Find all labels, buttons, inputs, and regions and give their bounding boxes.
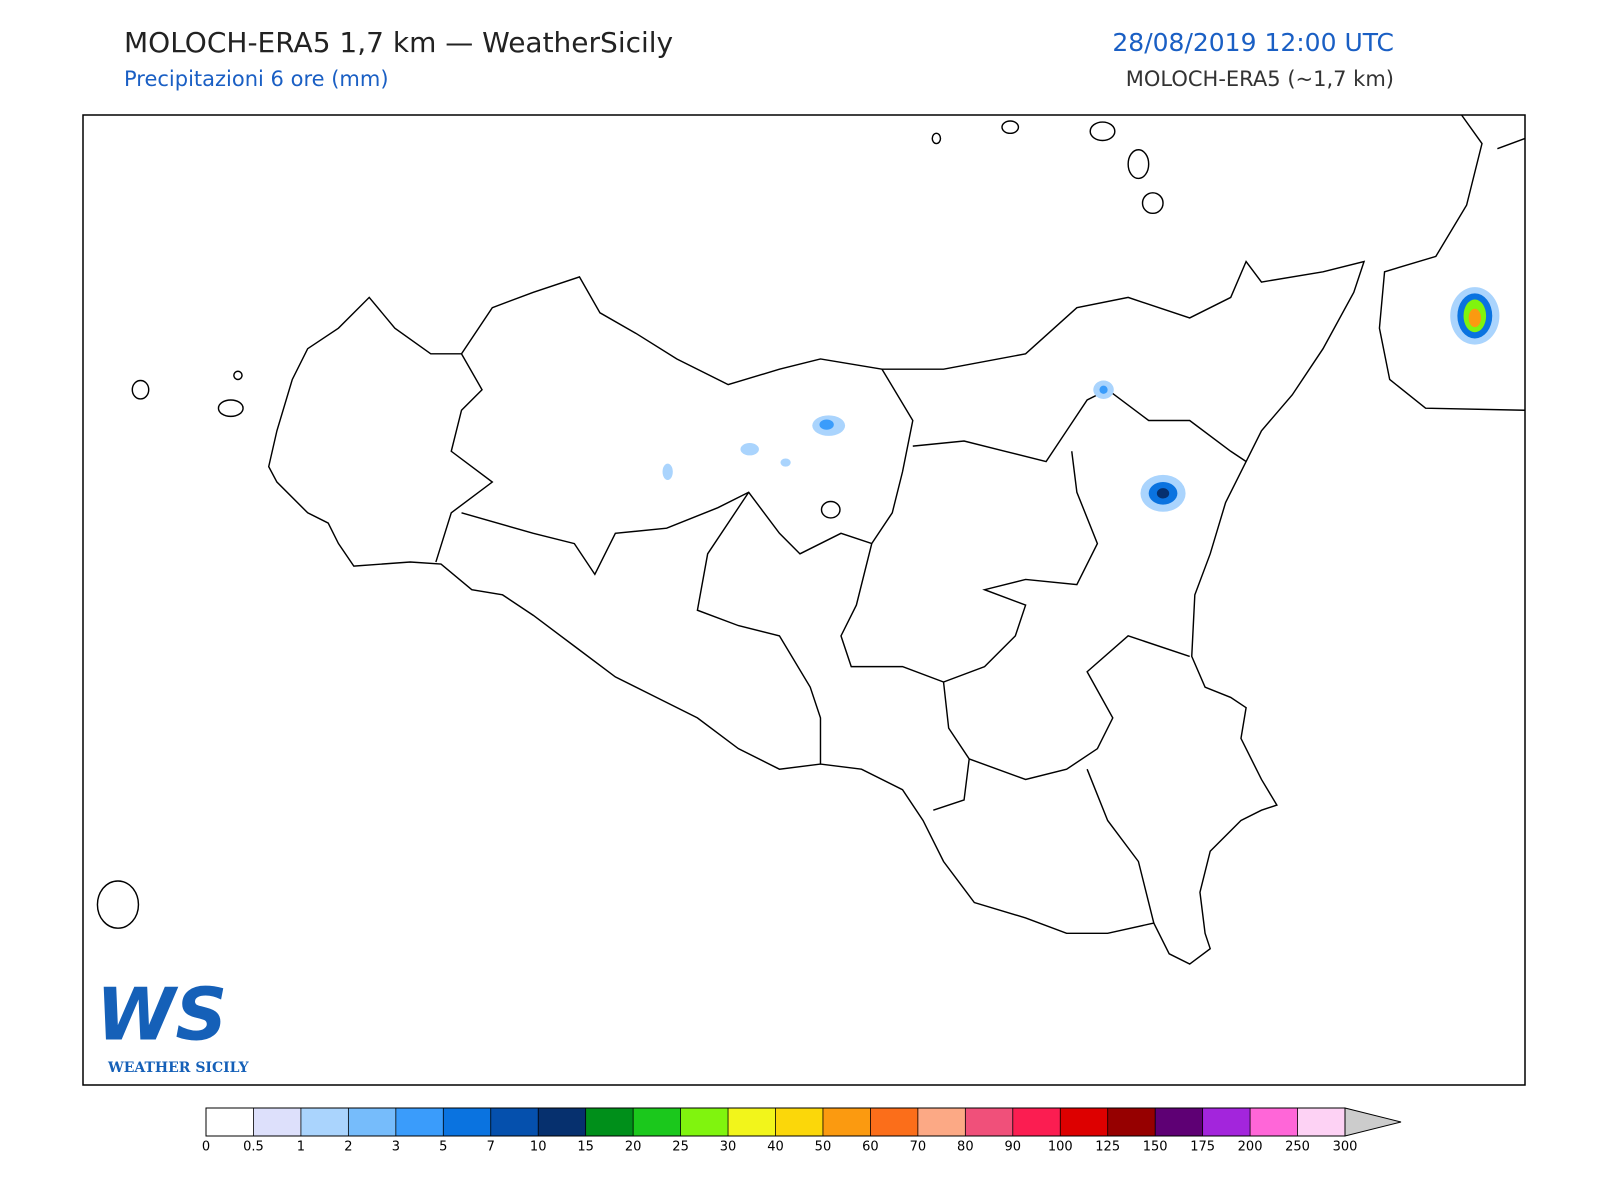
colorbar-swatch xyxy=(206,1108,254,1136)
colorbar-swatch xyxy=(917,1108,966,1136)
colorbar-swatch xyxy=(1060,1108,1108,1136)
colorbar-swatch xyxy=(348,1108,396,1136)
colorbar-swatch xyxy=(490,1108,539,1136)
colorbar-tick-label: 7 xyxy=(487,1140,495,1155)
colorbar-extend xyxy=(1344,1107,1402,1137)
model-label: MOLOCH-ERA5 (~1,7 km) xyxy=(1126,67,1394,91)
colorbar-swatch xyxy=(1297,1108,1345,1136)
precipitation xyxy=(662,287,1500,512)
colorbar-swatch xyxy=(775,1108,823,1136)
colorbar-swatch xyxy=(395,1108,444,1136)
colorbar-tick-label: 0 xyxy=(202,1140,210,1155)
sicily-coast xyxy=(267,260,1366,965)
colorbar-tick-label: 125 xyxy=(1095,1140,1120,1155)
colorbar-swatch xyxy=(822,1108,871,1136)
title: MOLOCH-ERA5 1,7 km — WeatherSicily xyxy=(124,26,673,59)
colorbar-tick-label: 200 xyxy=(1238,1140,1263,1155)
colorbar-tick-label: 5 xyxy=(439,1140,447,1155)
colorbar-tick-label: 15 xyxy=(577,1140,594,1155)
colorbar-tick-label: 10 xyxy=(530,1140,547,1155)
colorbar-tick-label: 100 xyxy=(1048,1140,1073,1155)
colorbar-tick-label: 90 xyxy=(1005,1140,1022,1155)
colorbar-tick-label: 25 xyxy=(672,1140,689,1155)
colorbar-tick-label: 3 xyxy=(392,1140,400,1155)
colorbar-swatch xyxy=(300,1108,349,1136)
logo-mark: WS xyxy=(96,973,227,1057)
colorbar-tick-label: 0.5 xyxy=(243,1140,264,1155)
colorbar-swatch xyxy=(1155,1108,1203,1136)
datetime: 28/08/2019 12:00 UTC xyxy=(1112,28,1394,57)
colorbar-swatch xyxy=(633,1108,681,1136)
colorbar-swatch xyxy=(680,1108,729,1136)
colorbar-swatch xyxy=(538,1108,586,1136)
colorbar-tick-label: 30 xyxy=(720,1140,737,1155)
colorbar-tick-label: 300 xyxy=(1333,1140,1358,1155)
colorbar-swatch xyxy=(443,1108,491,1136)
colorbar-swatch xyxy=(1250,1108,1298,1136)
colorbar-swatch xyxy=(253,1108,301,1136)
colorbar-tick-label: 1 xyxy=(297,1140,305,1155)
colorbar-swatch xyxy=(1012,1108,1061,1136)
colorbar-tick-label: 150 xyxy=(1143,1140,1168,1155)
colorbar-swatch xyxy=(965,1108,1013,1136)
colorbar-tick-label: 80 xyxy=(957,1140,974,1155)
province-borders xyxy=(435,353,1247,924)
colorbar-tick-label: 175 xyxy=(1190,1140,1215,1155)
colorbar-swatch xyxy=(585,1108,634,1136)
logo-name: WEATHER SICILY xyxy=(107,1060,250,1076)
colorbar-tick-label: 250 xyxy=(1285,1140,1310,1155)
colorbar-swatch xyxy=(1107,1108,1156,1136)
map-geography xyxy=(96,114,1526,965)
map-frame xyxy=(82,114,1526,1086)
colorbar-tick-label: 60 xyxy=(862,1140,879,1155)
colorbar-swatch xyxy=(870,1108,918,1136)
colorbar-tick-label: 40 xyxy=(767,1140,784,1155)
colorbar-swatch xyxy=(1202,1108,1251,1136)
logo: WS WEATHER SICILY xyxy=(96,973,250,1076)
colorbar: 0 0.5 1 2 3 5 7 10 15 20 25 30 40 50 60 70 80 90 100 125 150… xyxy=(202,1107,1402,1155)
colorbar-tick-label: 20 xyxy=(625,1140,642,1155)
calabria-coast xyxy=(1378,114,1526,411)
colorbar-tick-label: 50 xyxy=(815,1140,832,1155)
colorbar-tick-label: 2 xyxy=(344,1140,352,1155)
colorbar-swatch xyxy=(728,1108,776,1136)
subtitle: Precipitazioni 6 ore (mm) xyxy=(124,67,389,91)
colorbar-tick-label: 70 xyxy=(910,1140,927,1155)
